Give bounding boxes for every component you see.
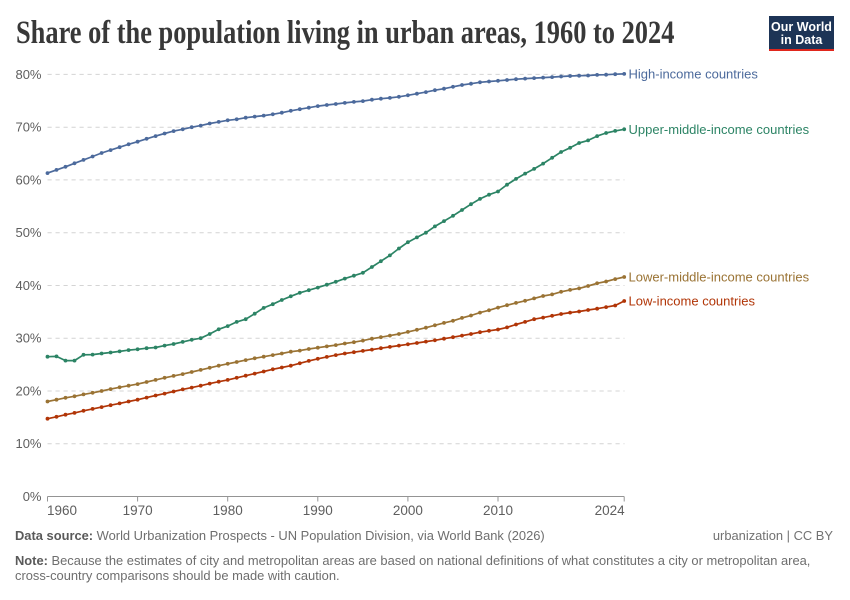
svg-text:2024: 2024 <box>595 503 626 518</box>
svg-text:Low-income countries: Low-income countries <box>629 294 756 309</box>
svg-text:30%: 30% <box>15 331 41 346</box>
svg-text:High-income countries: High-income countries <box>629 66 759 81</box>
svg-text:1990: 1990 <box>303 503 333 518</box>
svg-text:0%: 0% <box>23 489 42 504</box>
svg-text:Lower-middle-income countries: Lower-middle-income countries <box>629 270 810 285</box>
svg-text:1970: 1970 <box>123 503 153 518</box>
svg-text:10%: 10% <box>15 436 41 451</box>
svg-text:50%: 50% <box>15 225 41 240</box>
svg-text:1960: 1960 <box>47 503 77 518</box>
svg-text:60%: 60% <box>15 172 41 187</box>
svg-text:1980: 1980 <box>213 503 243 518</box>
svg-text:40%: 40% <box>15 278 41 293</box>
svg-text:Upper-middle-income countries: Upper-middle-income countries <box>629 122 810 137</box>
svg-text:20%: 20% <box>15 384 41 399</box>
svg-text:2010: 2010 <box>483 503 513 518</box>
svg-text:2000: 2000 <box>393 503 423 518</box>
svg-text:70%: 70% <box>15 120 41 135</box>
svg-text:80%: 80% <box>15 67 41 82</box>
